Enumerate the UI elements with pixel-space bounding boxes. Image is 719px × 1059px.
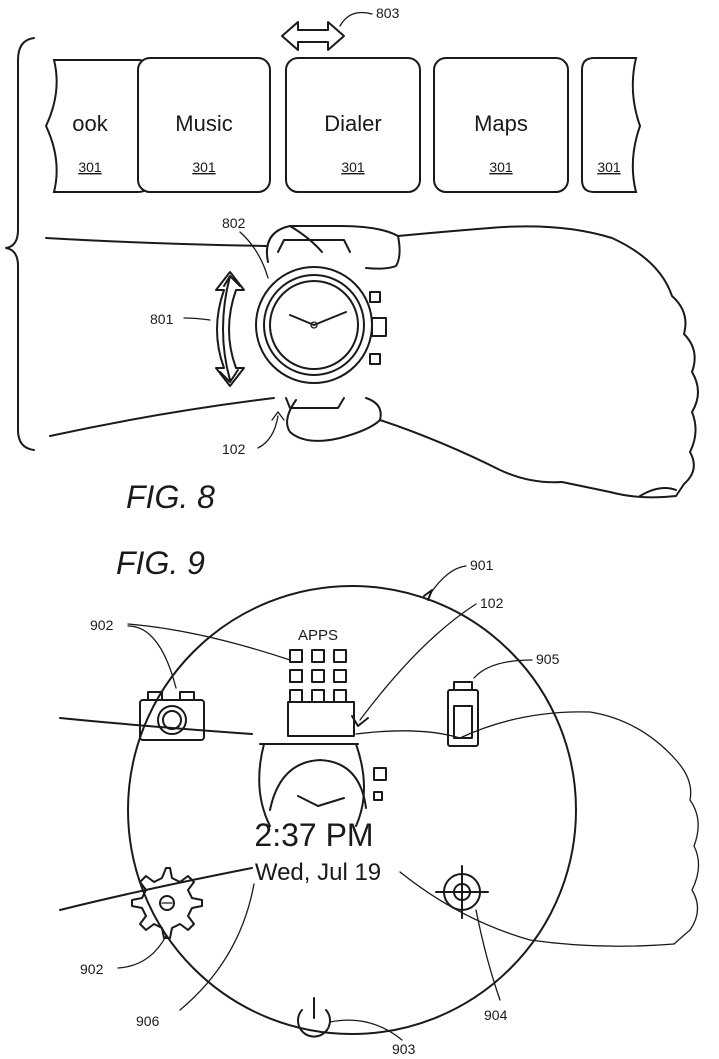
watch: [256, 240, 386, 408]
app-card-music: Music 301: [138, 58, 270, 192]
ref-906: 906: [136, 1013, 160, 1029]
card-label: Music: [175, 111, 232, 136]
ref-102: 102: [222, 441, 246, 457]
watch-display-circle: [128, 586, 576, 1034]
arm-fig9: [60, 712, 699, 946]
leader-902-apps: [128, 624, 290, 660]
leader-905: [474, 660, 532, 678]
leader-102-fig9: [360, 604, 476, 720]
arm-and-hand: [46, 226, 698, 497]
leader-901: [430, 566, 466, 594]
target-icon: [436, 866, 488, 918]
leader-904: [476, 910, 500, 1000]
ref-102-fig9: 102: [480, 595, 504, 611]
ref-803: 803: [376, 5, 400, 21]
leader-802: [240, 232, 268, 278]
ref-802: 802: [222, 215, 246, 231]
bracket: [6, 38, 34, 450]
ref-903: 903: [392, 1041, 416, 1057]
ref-901: 901: [470, 557, 494, 573]
apps-grid-icon: APPS: [290, 627, 346, 702]
leader-902-camera: [128, 626, 176, 688]
horizontal-scroll-arrow: 803: [282, 5, 400, 50]
gear-icon: [132, 868, 202, 938]
ref-902-top: 902: [90, 617, 114, 633]
date-display: Wed, Jul 19: [255, 859, 381, 886]
ref-905: 905: [536, 651, 560, 667]
card-ref: 301: [341, 159, 365, 175]
card-ref: 301: [597, 159, 621, 175]
leader-902-gear: [118, 936, 166, 968]
apps-label: APPS: [298, 627, 338, 644]
ref-902-bottom: 902: [80, 961, 104, 977]
fig8-caption: FIG. 8: [126, 479, 215, 515]
app-card-dialer: Dialer 301: [286, 58, 420, 192]
time-display: 2:37 PM: [254, 817, 373, 853]
leader-906: [180, 884, 254, 1010]
card-label: Dialer: [324, 111, 381, 136]
card-ref: 301: [78, 159, 102, 175]
ref-904: 904: [484, 1007, 508, 1023]
app-card-partial-left: ook 301: [46, 60, 150, 192]
card-ref: 301: [192, 159, 216, 175]
app-card-partial-right: 301: [582, 58, 640, 192]
watch-fig9: [259, 702, 386, 826]
leader-102: [258, 412, 284, 448]
card-ref: 301: [489, 159, 513, 175]
fig9-caption: FIG. 9: [116, 545, 205, 581]
card-label: ook: [72, 111, 108, 136]
card-label: Maps: [474, 111, 528, 136]
rotation-arrow: 801: [150, 272, 244, 386]
ref-801: 801: [150, 311, 174, 327]
app-card-maps: Maps 301: [434, 58, 568, 192]
